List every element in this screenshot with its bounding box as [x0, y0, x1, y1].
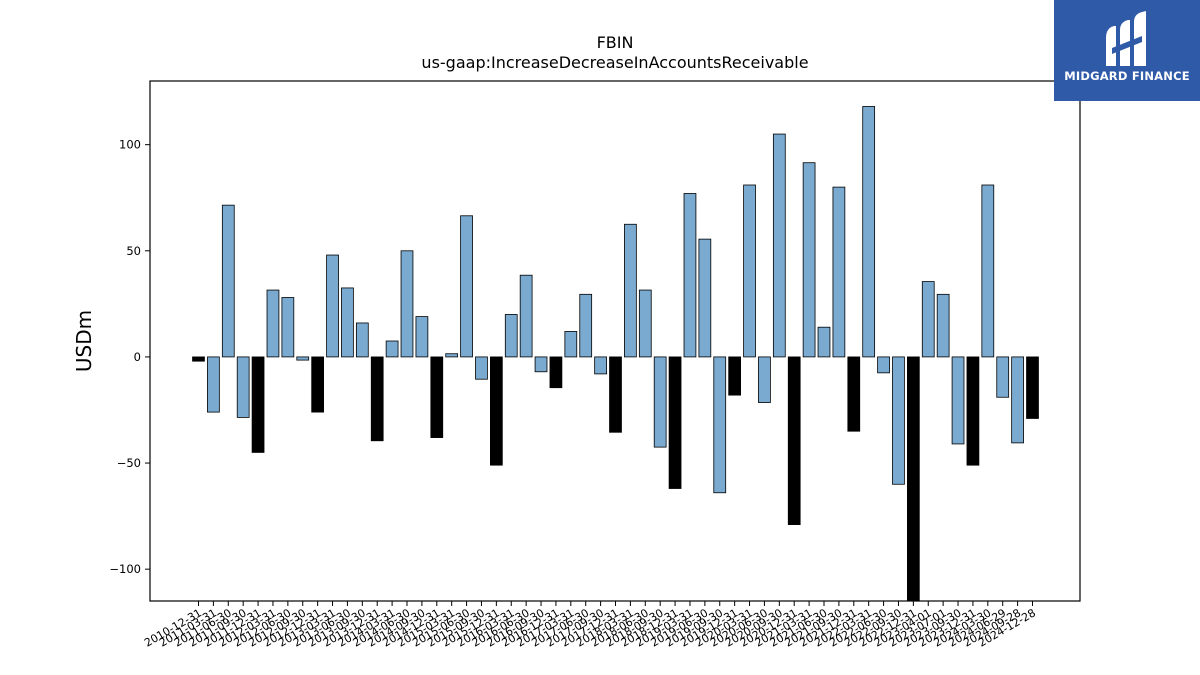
bar-2015-06-30: [460, 215, 473, 358]
bar-2018-03-31: [624, 223, 637, 358]
logo-wordmark: MIDGARD FINANCE: [1064, 69, 1190, 83]
bar-2017-06-30: [579, 293, 593, 358]
bar-2023-04-01: [921, 281, 935, 358]
bar-2020-03-31: [743, 184, 756, 358]
bar-2018-09-30: [653, 356, 667, 448]
bar-2020-09-30: [772, 133, 786, 358]
bar-2011-09-30: [236, 356, 250, 418]
bar-2023-09-30: [951, 356, 965, 445]
bar-2018-06-30: [638, 289, 652, 358]
bar-2013-03-31: [326, 254, 339, 358]
bar-2016-03-31: [504, 314, 518, 358]
bar-2022-03-31: [862, 106, 876, 358]
brand-logo: MIDGARD FINANCE: [1054, 0, 1200, 101]
y-axis-label: USDm: [72, 310, 96, 372]
bar-2022-06-30: [877, 356, 890, 374]
y-tick-label: 0: [134, 350, 141, 364]
bar-2010-12-31: [192, 356, 205, 362]
bar-2021-12-31: [847, 356, 861, 432]
bar-2013-12-31: [370, 356, 384, 442]
bar-2012-06-30: [281, 297, 295, 358]
bar-2014-06-30: [400, 250, 414, 358]
bar-2018-12-31: [668, 356, 682, 489]
bar-2021-09-30: [832, 186, 846, 358]
bar-2023-07-01: [936, 293, 950, 358]
bar-2016-06-30: [519, 274, 533, 358]
bar-2014-09-30: [415, 316, 429, 358]
midgard-logo-icon: [1106, 11, 1146, 66]
chart-title: FBIN: [597, 33, 634, 52]
bar-2022-09-30: [892, 356, 905, 485]
x-axis: 2010-12-312011-03-312011-06-302011-09-30…: [142, 601, 1038, 650]
bar-2011-12-31: [251, 356, 265, 453]
bar-2014-03-31: [385, 340, 399, 358]
bar-2017-12-31: [609, 356, 622, 433]
bar-2020-12-31: [787, 356, 801, 525]
bar-2012-03-31: [266, 289, 280, 358]
plot-frame: [149, 80, 1081, 602]
chart-subtitle: us-gaap:IncreaseDecreaseInAccountsReceiv…: [421, 53, 808, 72]
bar-2019-06-30: [698, 238, 712, 358]
bar-2016-12-31: [549, 356, 563, 389]
y-tick-label: 100: [119, 138, 141, 152]
bar-2022-12-31: [907, 356, 920, 602]
bar-2017-03-31: [564, 331, 578, 358]
bar-2013-06-30: [341, 287, 354, 358]
bar-2019-03-31: [683, 193, 697, 358]
bar-2014-12-31: [430, 356, 444, 438]
bar-2019-12-31: [728, 356, 742, 396]
bars-group: [192, 106, 1039, 602]
bar-2011-06-30: [221, 204, 235, 358]
bar-2024-03-30: [981, 184, 995, 358]
bar-2015-12-31: [489, 356, 503, 466]
bar-2019-09-30: [713, 356, 727, 494]
bar-2021-03-31: [802, 162, 816, 358]
bar-2021-06-30: [817, 326, 831, 358]
bar-2024-09-28: [1011, 356, 1024, 444]
bar-2024-06-29: [996, 356, 1010, 398]
bar-2011-03-31: [207, 356, 220, 413]
y-tick-label: −50: [117, 456, 141, 470]
y-axis: −100 −50 0 50 100: [109, 138, 150, 576]
bar-2013-09-30: [355, 322, 369, 358]
bar-2017-09-30: [594, 356, 607, 375]
bar-2024-12-28: [1026, 356, 1039, 419]
bar-2020-06-30: [758, 356, 771, 403]
bar-2012-09-30: [296, 356, 310, 361]
bar-2016-09-30: [534, 356, 548, 373]
y-tick-label: −100: [109, 562, 141, 576]
bar-2015-09-30: [475, 356, 488, 380]
bar-2023-12-31: [966, 356, 980, 466]
bar-2012-12-31: [311, 356, 325, 413]
bar-2015-03-31: [445, 353, 459, 358]
y-tick-label: 50: [126, 244, 141, 258]
